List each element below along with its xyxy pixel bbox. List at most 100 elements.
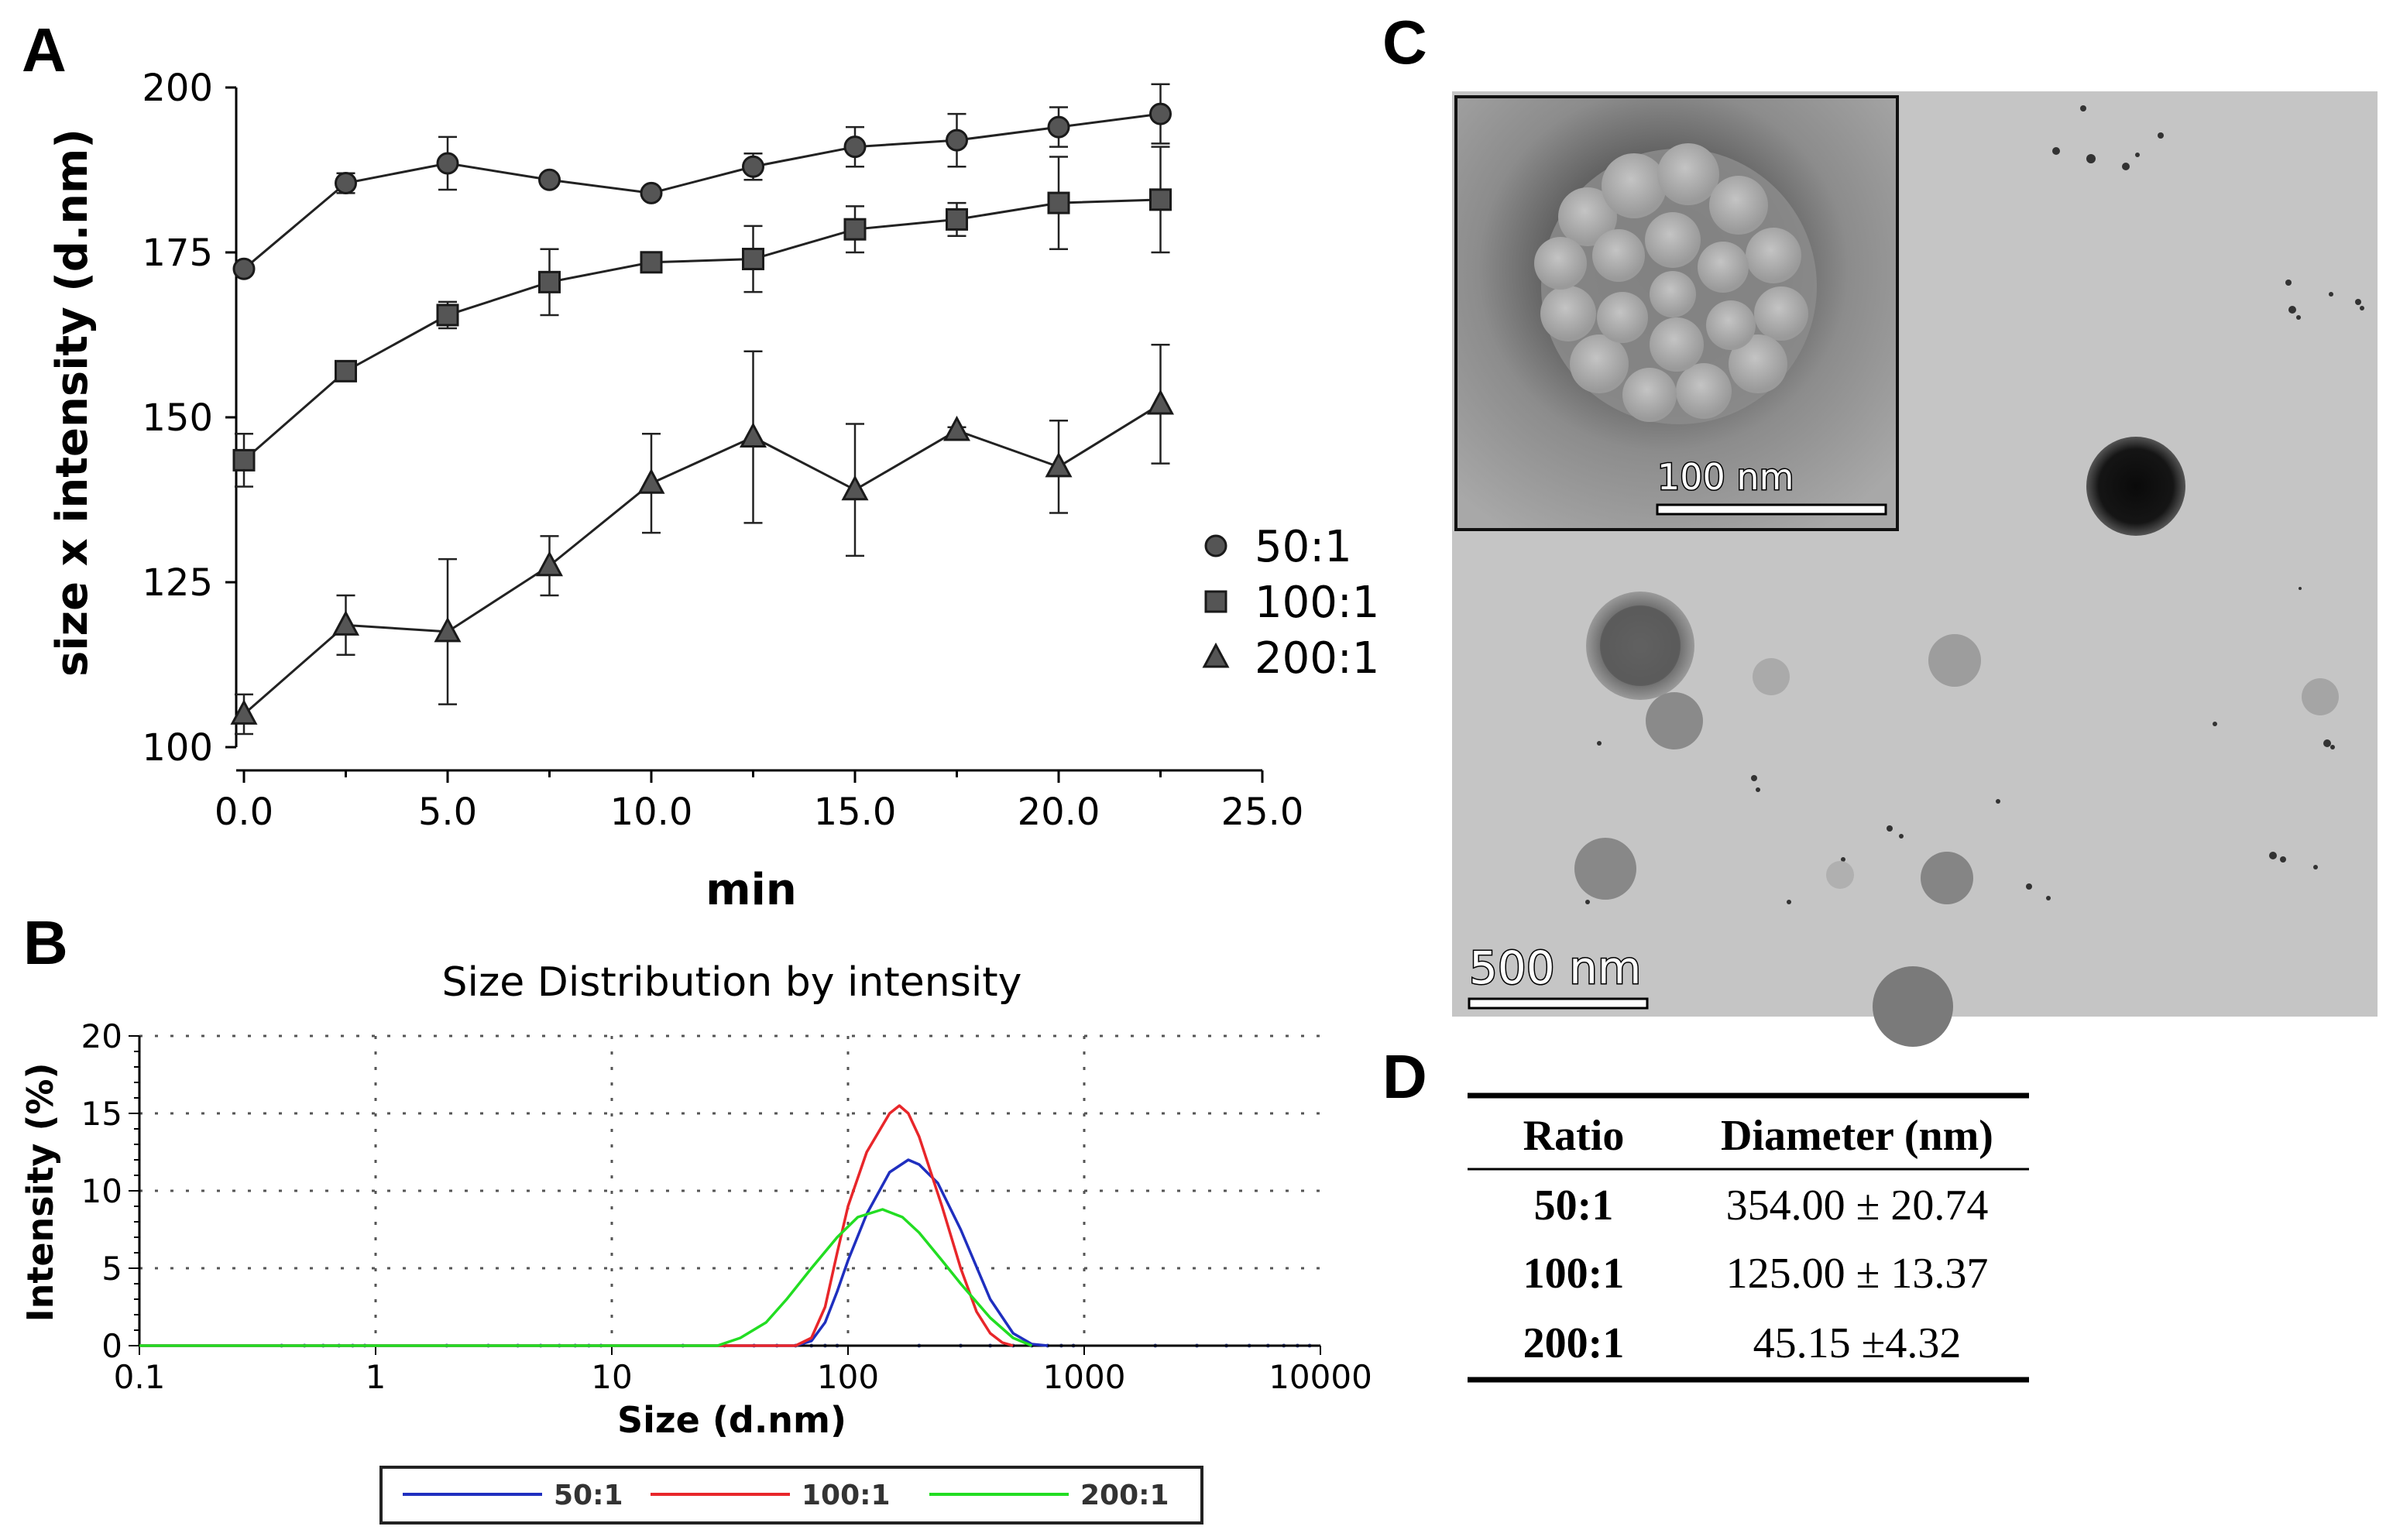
particle <box>1574 838 1636 900</box>
chart-b-x-tick-label: 10 <box>591 1358 632 1396</box>
chart-a-y-tick-label: 150 <box>142 396 213 440</box>
chart-a-series-triangle <box>230 344 1175 736</box>
chart-a-data-point <box>535 550 564 577</box>
table-cell-diameter: 354.00 ± 20.74 <box>1726 1182 1989 1230</box>
particle <box>1928 634 1981 687</box>
chart-a-legend-label: 200:1 <box>1255 633 1379 684</box>
chart-a-data-point <box>434 616 462 643</box>
chart-a-tick-labels: 100 125 150 175 200 0.0 5.0 10.0 15.0 20.0 25.0 <box>142 67 1303 834</box>
chart-b-x-tick-label: 0.1 <box>114 1358 166 1396</box>
chart-a-x-tick-label: 25.0 <box>1221 791 1304 834</box>
chart-a-legend-marker <box>1204 590 1227 613</box>
chart-b-series-line <box>139 1104 1014 1347</box>
chart-b-legend-label: 200:1 <box>1080 1480 1169 1511</box>
chart-a-data-point <box>942 415 971 441</box>
chart-a-legend-label: 100:1 <box>1255 578 1379 628</box>
chart-b-legend: 50:1 100:1 200:1 <box>379 1466 1203 1525</box>
chart-a-series <box>230 83 1175 736</box>
chart-b-y-tick-label: 0 <box>101 1327 122 1365</box>
diameter-table: Ratio Diameter (nm) 50:1 354.00 ± 20.74 … <box>1468 1092 2029 1383</box>
chart-a-x-label: min <box>706 865 796 915</box>
chart-a-y-tick-label: 200 <box>142 67 213 110</box>
chart-a-data-point <box>1045 451 1073 478</box>
chart-b-x-label: Size (d.nm) <box>617 1399 846 1441</box>
chart-a-data-point <box>637 468 665 494</box>
table-header-diameter: Diameter (nm) <box>1721 1112 1993 1160</box>
particle-core <box>1600 605 1681 686</box>
chart-a-data-point <box>841 475 869 501</box>
chart-a-data-point <box>843 135 867 159</box>
table-cell-ratio: 200:1 <box>1523 1319 1625 1367</box>
table-header-ratio: Ratio <box>1523 1112 1625 1160</box>
chart-a-legend-marker <box>1204 534 1227 557</box>
chart-a-series-line <box>243 198 1161 461</box>
chart-a-data-point <box>1149 102 1172 125</box>
chart-a-data-point <box>640 251 663 274</box>
chart-b-y-tick-label: 10 <box>81 1172 122 1210</box>
inset-particle <box>1534 143 1817 424</box>
particle <box>1826 861 1854 889</box>
chart-a-data-point <box>232 257 256 280</box>
chart-b-x-tick-label: 10000 <box>1269 1358 1372 1396</box>
chart-a-data-point <box>1146 389 1175 415</box>
chart-b-x-tick-label: 100 <box>817 1358 879 1396</box>
chart-a-y-tick-label: 175 <box>142 232 213 275</box>
particle <box>1646 692 1703 749</box>
dense-particle <box>2086 437 2185 536</box>
inset-scale-label: 100 nm <box>1657 456 1794 498</box>
chart-a-data-point <box>742 248 764 271</box>
table-cell-ratio: 100:1 <box>1523 1250 1625 1298</box>
micrograph-inset: 100 nm <box>1454 95 1899 531</box>
chart-a-axes <box>225 86 1264 783</box>
chart-a-x-tick-label: 0.0 <box>215 791 273 834</box>
panel-label-c: C <box>1382 8 1427 77</box>
chart-b-series <box>139 1104 1048 1347</box>
particle <box>2302 678 2339 715</box>
chart-a-x-tick-label: 20.0 <box>1018 791 1100 834</box>
chart-a-data-point <box>843 218 867 241</box>
chart-a-data-point <box>946 129 968 152</box>
tem-micrograph: 100 nm 500 nm <box>1452 91 2378 1047</box>
chart-a-series-square <box>232 146 1172 488</box>
chart-b-tick-labels: 0.1 1 10 100 1000 10000 0 5 10 15 20 <box>81 1017 1372 1396</box>
chart-a-data-point <box>335 359 357 382</box>
chart-b-y-tick-label: 15 <box>81 1095 122 1133</box>
chart-b-legend-label: 100:1 <box>802 1480 891 1511</box>
chart-b-grid <box>139 1034 1320 1348</box>
chart-a-x-tick-label: 15.0 <box>814 791 897 834</box>
chart-a-data-point <box>335 172 357 195</box>
particle <box>1753 658 1790 695</box>
chart-a-legend-marker <box>1202 642 1230 668</box>
particle <box>1921 852 1973 904</box>
table-cell-diameter: 45.15 ±4.32 <box>1753 1319 1962 1367</box>
chart-b: Size Distribution by intensity 0.1 1 10 100… <box>19 959 1372 1525</box>
chart-b-y-tick-label: 20 <box>81 1017 122 1055</box>
chart-a-data-point <box>436 152 459 175</box>
chart-a-data-point <box>331 610 360 636</box>
inset-scale-bar <box>1656 503 1887 516</box>
chart-a-data-point <box>1047 191 1070 214</box>
chart-a: 100 125 150 175 200 0.0 5.0 10.0 15.0 20.0 25.0 mi… <box>47 67 1379 915</box>
table-cell-ratio: 50:1 <box>1534 1182 1614 1230</box>
chart-a-data-point <box>232 448 256 472</box>
table-cell-diameter: 125.00 ± 13.37 <box>1726 1250 1989 1298</box>
chart-a-y-tick-label: 100 <box>142 726 213 770</box>
chart-b-x-tick-label: 1000 <box>1043 1358 1126 1396</box>
chart-b-axes <box>129 1035 1321 1355</box>
chart-a-x-tick-label: 5.0 <box>418 791 477 834</box>
chart-a-series-line <box>243 403 1162 715</box>
chart-a-data-point <box>436 304 459 327</box>
chart-b-y-tick-label: 5 <box>101 1250 122 1288</box>
micrograph-debris <box>1585 105 2364 904</box>
main-scale-label: 500 nm <box>1469 941 1641 994</box>
chart-a-y-tick-label: 125 <box>142 561 213 605</box>
chart-a-series-circle <box>232 83 1172 280</box>
chart-a-x-tick-label: 10.0 <box>610 791 693 834</box>
chart-a-data-point <box>1047 115 1070 139</box>
chart-a-data-point <box>230 699 258 725</box>
chart-b-title: Size Distribution by intensity <box>442 959 1022 1006</box>
chart-a-data-point <box>742 155 764 178</box>
particle <box>1873 966 1953 1047</box>
